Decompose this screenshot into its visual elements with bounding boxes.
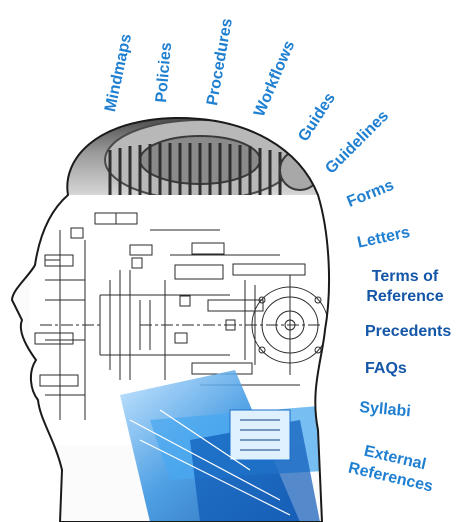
topic-terms-of-reference: Terms of Reference <box>355 267 455 307</box>
drafting-tools <box>120 370 330 522</box>
topic-faqs: FAQs <box>365 360 407 377</box>
topic-precedents: Precedents <box>365 323 452 340</box>
head-silhouette <box>10 116 330 522</box>
topic-terms-of-reference-line2: Reference <box>366 288 444 305</box>
gear-icon <box>40 117 330 201</box>
topic-terms-of-reference-line1: Terms of <box>371 268 439 285</box>
